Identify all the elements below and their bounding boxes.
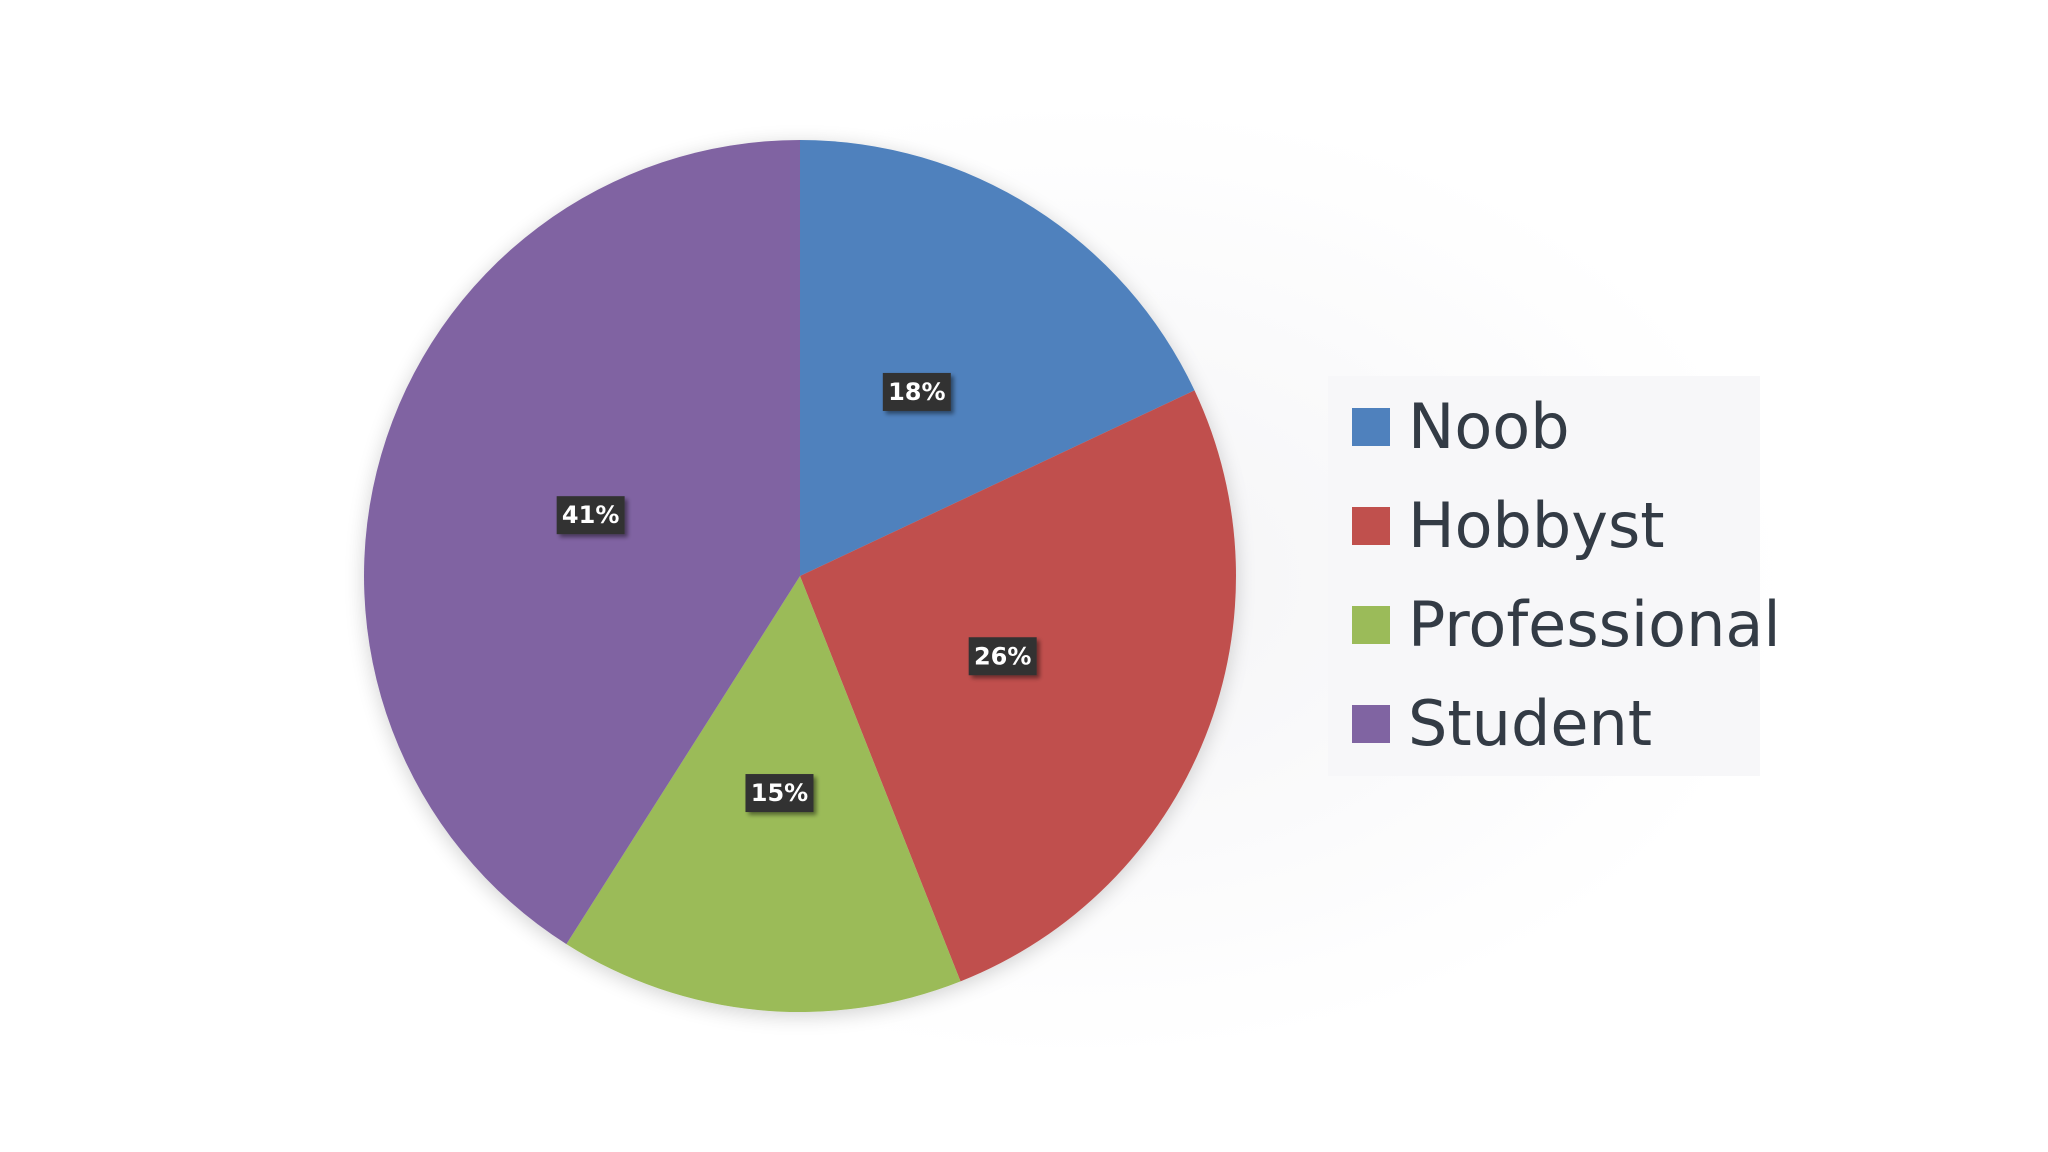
- data-label-professional: 15%: [745, 774, 814, 813]
- legend-entry-noob: Noob: [1352, 390, 1570, 463]
- pie-slice-hobbyst: [800, 390, 1236, 982]
- data-label-box: [745, 774, 814, 813]
- data-label-text: 18%: [888, 378, 945, 406]
- legend-label: Noob: [1408, 390, 1570, 463]
- data-label-student: 41%: [556, 496, 625, 535]
- legend-entry-hobbyst: Hobbyst: [1352, 489, 1665, 562]
- legend: Noob Hobbyst Professional Student: [1352, 390, 1781, 760]
- data-label-box: [968, 637, 1037, 676]
- data-label-text: 41%: [562, 501, 619, 529]
- data-label-hobbyst: 26%: [968, 637, 1037, 676]
- legend-swatch: [1352, 606, 1390, 644]
- data-label-box: [882, 372, 951, 411]
- legend-swatch: [1352, 507, 1390, 545]
- legend-box: [1328, 376, 1760, 776]
- pie-slices: [364, 140, 1236, 1013]
- legend-label: Professional: [1408, 588, 1781, 661]
- legend-label: Student: [1408, 687, 1652, 760]
- data-label-text: 26%: [974, 642, 1031, 670]
- legend-label: Hobbyst: [1408, 489, 1665, 562]
- pie-slice-student: [364, 140, 800, 945]
- data-label-noob: 18%: [882, 372, 951, 411]
- legend-entry-professional: Professional: [1352, 588, 1781, 661]
- pie-slice-noob: [800, 140, 1195, 576]
- legend-entry-student: Student: [1352, 687, 1652, 760]
- data-label-text: 15%: [751, 779, 808, 807]
- legend-swatch: [1352, 408, 1390, 446]
- data-label-box: [556, 496, 625, 535]
- data-labels: 18% 26% 15% 41%: [556, 372, 1037, 813]
- legend-swatch: [1352, 705, 1390, 743]
